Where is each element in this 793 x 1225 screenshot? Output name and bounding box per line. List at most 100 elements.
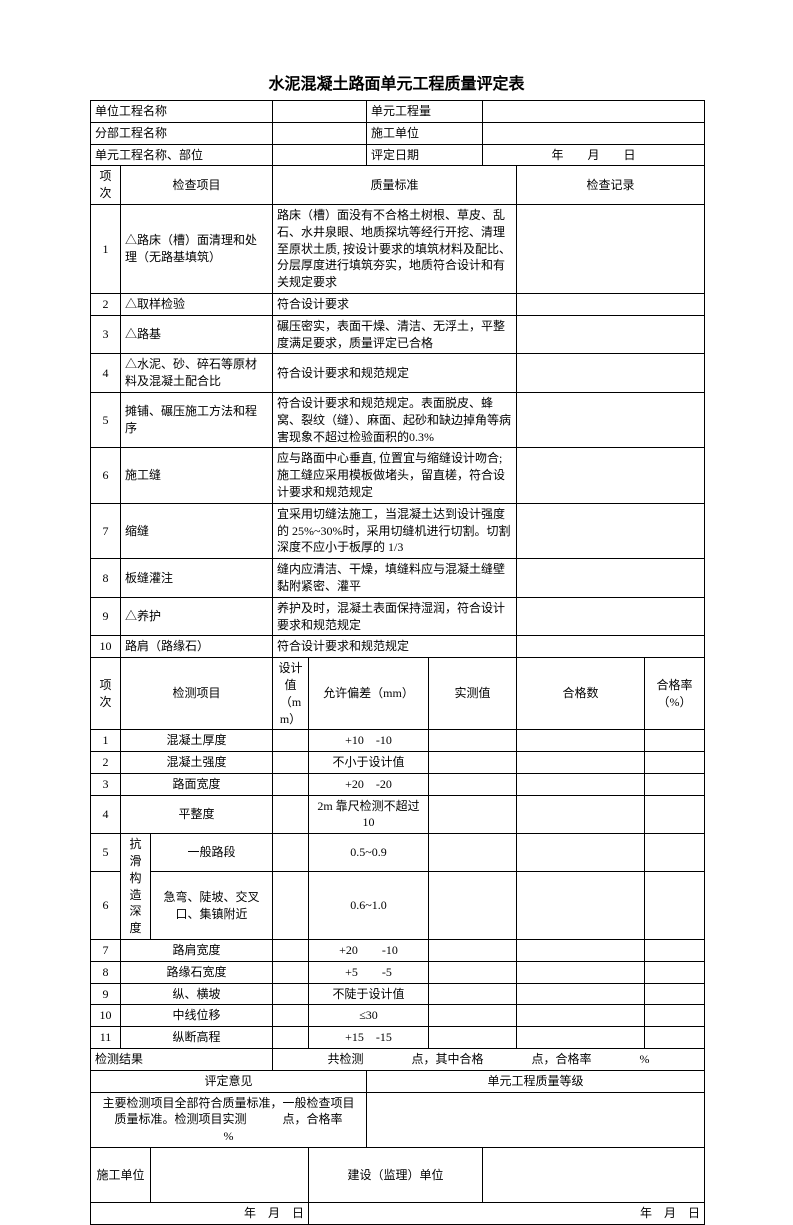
cell-standard: 符合设计要求和规范规定: [273, 354, 517, 393]
cell-seq: 7: [91, 503, 121, 558]
cell-item: 纵断高程: [121, 1027, 273, 1049]
cell-standard: 宜采用切缝法施工，当混凝土达到设计强度的 25%~30%时，采用切缝机进行切割。…: [273, 503, 517, 558]
eval-date-value: 年 月 日: [483, 144, 705, 166]
table-row: 3 路面宽度 +20 -20: [91, 773, 705, 795]
cell-item: △路床（槽）面清理和处理（无路基填筑）: [121, 204, 273, 293]
cell-measured: [429, 1005, 517, 1027]
cell-passcount: [517, 872, 645, 940]
signature-row: 施工单位 建设（监理）单位: [91, 1148, 705, 1203]
cell-record: [517, 597, 705, 636]
cell-seq: 5: [91, 834, 121, 872]
measure-tol-header: 允许偏差（mm）: [309, 658, 429, 730]
cell-tol: +10 -10: [309, 730, 429, 752]
cell-item: △养护: [121, 597, 273, 636]
table-row: 5 抗滑构造深度 一般路段 0.5~0.9: [91, 834, 705, 872]
cell-tol: +20 -10: [309, 940, 429, 962]
cell-tol: +5 -5: [309, 961, 429, 983]
cell-standard: 养护及时，混凝土表面保持湿润，符合设计要求和规范规定: [273, 597, 517, 636]
cell-item: 平整度: [121, 795, 273, 834]
cell-tol: 不小于设计值: [309, 752, 429, 774]
cell-seq: 8: [91, 961, 121, 983]
cell-design: [273, 730, 309, 752]
header-row: 分部工程名称 施工单位: [91, 122, 705, 144]
cell-passrate: [645, 834, 705, 872]
cell-passrate: [645, 730, 705, 752]
table-row: 5 摊铺、碾压施工方法和程序 符合设计要求和规范规定。表面脱皮、蜂窝、裂纹（缝）…: [91, 392, 705, 447]
cell-tol: 不陡于设计值: [309, 983, 429, 1005]
cell-measured: [429, 730, 517, 752]
cell-seq: 11: [91, 1027, 121, 1049]
cell-seq: 9: [91, 597, 121, 636]
cell-design: [273, 1027, 309, 1049]
sub-project-value: [273, 122, 367, 144]
measure-item-header: 检测项目: [121, 658, 273, 730]
cell-item: 摊铺、碾压施工方法和程序: [121, 392, 273, 447]
cell-measured: [429, 834, 517, 872]
cell-standard: 符合设计要求和规范规定。表面脱皮、蜂窝、裂纹（缝）、麻面、起砂和缺边掉角等病害现…: [273, 392, 517, 447]
inspect-header: 项次 检查项目 质量标准 检查记录: [91, 166, 705, 205]
table-row: 1 △路床（槽）面清理和处理（无路基填筑） 路床（槽）面没有不合格土树根、草皮、…: [91, 204, 705, 293]
cell-tol: ≤30: [309, 1005, 429, 1027]
cell-item: △取样检验: [121, 293, 273, 315]
main-table: 单位工程名称 单元工程量 分部工程名称 施工单位 单元工程名称、部位 评定日期 …: [90, 100, 705, 1225]
cell-record: [517, 559, 705, 598]
measure-seq-header: 项次: [91, 658, 121, 730]
cell-measured: [429, 752, 517, 774]
cell-measured: [429, 795, 517, 834]
supervision-unit-sign: [483, 1148, 705, 1203]
cell-passrate: [645, 1027, 705, 1049]
date-text-right: 年 月 日: [309, 1203, 705, 1225]
result-text: 共检测 点，其中合格 点，合格率 %: [273, 1049, 705, 1071]
cell-seq: 4: [91, 795, 121, 834]
table-row: 9 纵、横坡 不陡于设计值: [91, 983, 705, 1005]
unit-project-label: 单位工程名称: [91, 101, 273, 123]
header-row: 单元工程名称、部位 评定日期 年 月 日: [91, 144, 705, 166]
cell-passcount: [517, 752, 645, 774]
cell-design: [273, 872, 309, 940]
construction-unit-sign: [151, 1148, 309, 1203]
date-text-left: 年 月 日: [91, 1203, 309, 1225]
cell-seq: 2: [91, 293, 121, 315]
cell-item: 混凝土强度: [121, 752, 273, 774]
cell-measured: [429, 872, 517, 940]
header-row: 单位工程名称 单元工程量: [91, 101, 705, 123]
cell-record: [517, 636, 705, 658]
page-title: 水泥混凝土路面单元工程质量评定表: [90, 70, 703, 94]
cell-standard: 缝内应清洁、干燥，填缝料应与混凝土缝壁黏附紧密、灌平: [273, 559, 517, 598]
table-row: 7 缩缝 宜采用切缝法施工，当混凝土达到设计强度的 25%~30%时，采用切缝机…: [91, 503, 705, 558]
inspect-record-header: 检查记录: [517, 166, 705, 205]
cell-design: [273, 940, 309, 962]
cell-standard: 应与路面中心垂直, 位置宜与缩缝设计吻合;施工缝应采用模板做堵头，留直槎，符合设…: [273, 448, 517, 503]
cell-design: [273, 795, 309, 834]
cell-seq: 4: [91, 354, 121, 393]
measure-design-header: 设计值（mm）: [273, 658, 309, 730]
cell-tol: +20 -20: [309, 773, 429, 795]
cell-design: [273, 961, 309, 983]
measure-passrate-header: 合格率（%）: [645, 658, 705, 730]
cell-passcount: [517, 1027, 645, 1049]
cell-measured: [429, 961, 517, 983]
cell-item: 路面宽度: [121, 773, 273, 795]
cell-seq: 9: [91, 983, 121, 1005]
cell-measured: [429, 983, 517, 1005]
cell-design: [273, 1005, 309, 1027]
inspect-item-header: 检查项目: [121, 166, 273, 205]
cell-item: 急弯、陡坡、交叉口、集镇附近: [151, 872, 273, 940]
inspect-standard-header: 质量标准: [273, 166, 517, 205]
table-row: 1 混凝土厚度 +10 -10: [91, 730, 705, 752]
table-row: 9 △养护 养护及时，混凝土表面保持湿润，符合设计要求和规范规定: [91, 597, 705, 636]
unit-name-label: 单元工程名称、部位: [91, 144, 273, 166]
cell-passcount: [517, 773, 645, 795]
cell-standard: 碾压密实，表面干燥、清洁、无浮土，平整度满足要求，质量评定已合格: [273, 315, 517, 354]
cell-standard: 符合设计要求和规范规定: [273, 636, 517, 658]
construction-unit-value: [483, 122, 705, 144]
table-row: 3 △路基 碾压密实，表面干燥、清洁、无浮土，平整度满足要求，质量评定已合格: [91, 315, 705, 354]
result-row: 检测结果 共检测 点，其中合格 点，合格率 %: [91, 1049, 705, 1071]
cell-passrate: [645, 983, 705, 1005]
result-label: 检测结果: [91, 1049, 273, 1071]
cell-passcount: [517, 834, 645, 872]
cell-item: 板缝灌注: [121, 559, 273, 598]
cell-design: [273, 752, 309, 774]
cell-seq: 10: [91, 1005, 121, 1027]
cell-item: 路肩宽度: [121, 940, 273, 962]
